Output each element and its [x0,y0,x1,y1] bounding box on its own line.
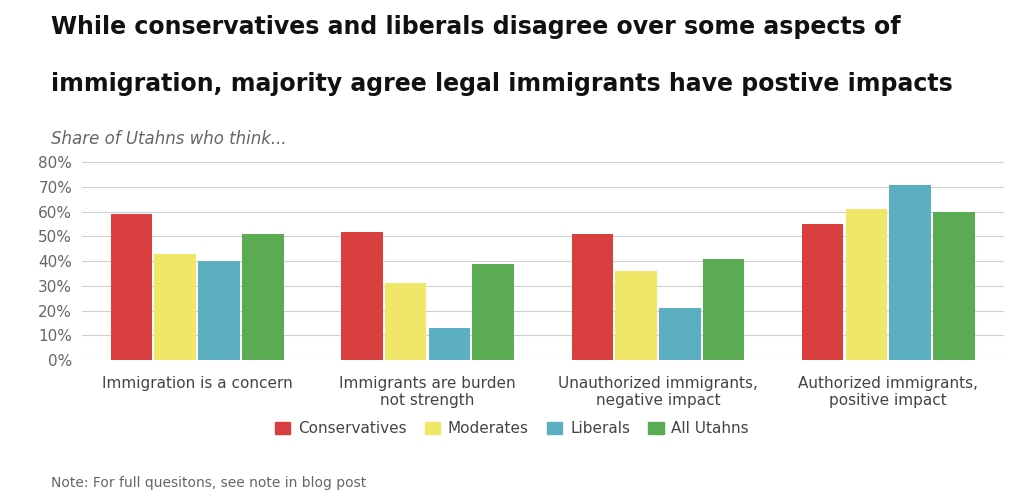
Bar [702,258,744,360]
Bar [571,234,613,360]
Text: While conservatives and liberals disagree over some aspects of: While conservatives and liberals disagre… [51,15,901,39]
Legend: Conservatives, Moderates, Liberals, All Utahns: Conservatives, Moderates, Liberals, All … [269,415,755,442]
Bar [472,264,514,360]
Text: Share of Utahns who think...: Share of Utahns who think... [51,130,287,148]
Bar [659,308,700,360]
Bar [615,271,656,360]
Text: Note: For full quesitons, see note in blog post: Note: For full quesitons, see note in bl… [51,476,367,490]
Bar [385,284,426,360]
Text: immigration, majority agree legal immigrants have postive impacts: immigration, majority agree legal immigr… [51,72,953,96]
Bar [933,212,975,360]
Bar [846,210,887,360]
Bar [111,214,153,360]
Bar [802,224,844,360]
Bar [155,254,196,360]
Bar [429,328,470,360]
Bar [199,261,240,360]
Bar [242,234,284,360]
Bar [341,232,383,360]
Bar [890,184,931,360]
